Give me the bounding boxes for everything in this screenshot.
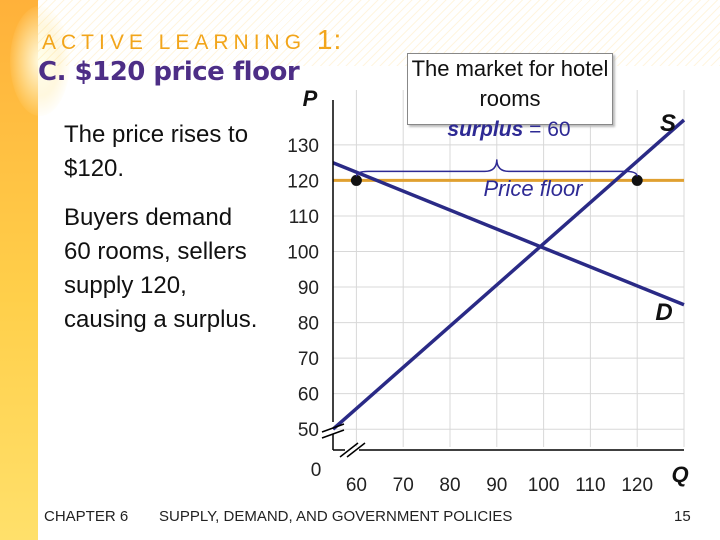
- axes: [321, 100, 684, 458]
- y-tick-label: 70: [298, 349, 319, 370]
- footer-topic: SUPPLY, DEMAND, AND GOVERNMENT POLICIES: [159, 508, 513, 525]
- price-floor-label: Price floor: [483, 176, 584, 201]
- y-axis-title: P: [303, 86, 318, 111]
- page-number: 15: [674, 508, 691, 525]
- body-paragraph-1: The price rises to $120.: [64, 121, 249, 182]
- y-tick-label: 100: [287, 243, 319, 264]
- grid: [333, 90, 685, 447]
- sidebar-glow: [10, 6, 70, 116]
- x-tick-label: 60: [346, 475, 367, 496]
- origin-label: 0: [311, 460, 322, 481]
- data-point: [350, 174, 362, 186]
- surplus-word: surplus: [447, 118, 524, 141]
- x-tick-label: 110: [575, 475, 605, 496]
- x-tick-label: 70: [393, 475, 414, 496]
- supply-label: S: [660, 110, 676, 137]
- data-point: [631, 174, 643, 186]
- demand-label: D: [655, 299, 672, 326]
- kicker: ACTIVE LEARNING 1:: [42, 24, 342, 56]
- surplus-value: = 60: [523, 118, 571, 141]
- y-axis-break: [321, 423, 345, 433]
- x-axis-title: Q: [671, 462, 688, 487]
- kicker-text: ACTIVE LEARNING: [42, 31, 307, 54]
- tick-labels: 50 60 70 80 90 100 110 120 130 60 70 80 90 100 110 120: [287, 136, 653, 496]
- y-tick-label: 50: [298, 420, 319, 441]
- x-axis-break: [346, 442, 366, 458]
- sidebar-accent: [0, 0, 70, 540]
- surplus-brace-layer: [355, 159, 638, 177]
- y-tick-label: 90: [298, 278, 319, 299]
- market-callout: The market for hotel rooms: [407, 53, 613, 125]
- surplus-label: surplus = 60: [410, 118, 608, 142]
- points: [350, 174, 643, 186]
- slide-title: C. $120 price floor: [38, 57, 300, 87]
- y-tick-label: 110: [289, 207, 319, 228]
- kicker-number: 1:: [316, 24, 343, 55]
- curve-s: [331, 118, 686, 431]
- curve-d: [332, 161, 685, 307]
- surplus-brace: [355, 159, 638, 177]
- x-tick-label: 100: [528, 475, 560, 496]
- labels: Price floor S D P Q 0: [303, 86, 689, 487]
- footer-chapter: CHAPTER 6: [44, 508, 129, 525]
- body-paragraph-2: Buyers demand 60 rooms, sellers supply 1…: [64, 204, 258, 333]
- curves: [331, 118, 686, 431]
- y-tick-label: 60: [298, 385, 319, 406]
- x-tick-label: 120: [621, 475, 653, 496]
- x-tick-label: 80: [439, 475, 460, 496]
- callout-text: The market for hotel rooms: [411, 56, 609, 111]
- x-tick-label: 90: [486, 475, 507, 496]
- y-tick-label: 120: [287, 171, 319, 192]
- x-axis-break: [339, 442, 359, 458]
- y-axis-break: [321, 429, 345, 439]
- y-tick-label: 130: [287, 136, 319, 157]
- y-tick-label: 80: [298, 314, 319, 335]
